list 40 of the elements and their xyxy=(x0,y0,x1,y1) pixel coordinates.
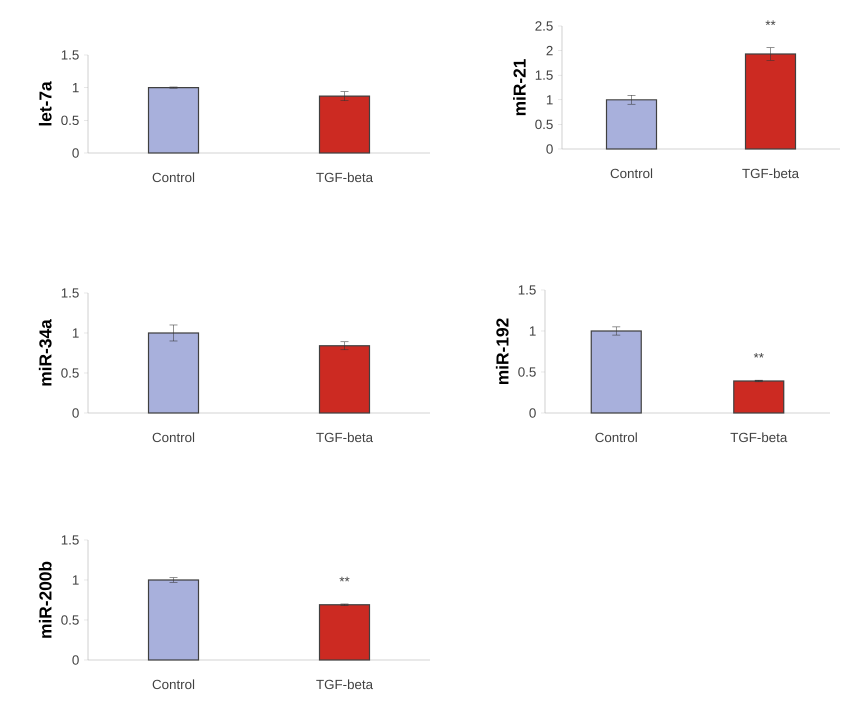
x-tick-label: Control xyxy=(595,432,637,442)
y-tick-label: 0.5 xyxy=(61,368,79,378)
y-tick-label: 1 xyxy=(546,95,553,104)
y-axis-title: miR-192 xyxy=(496,318,509,384)
x-tick-label: TGF-beta xyxy=(730,432,788,442)
y-tick-label: 1.5 xyxy=(62,50,79,60)
y-tick-label: 1 xyxy=(530,326,536,336)
y-tick-label: 0.5 xyxy=(535,120,553,130)
y-tick-label: 0 xyxy=(529,408,536,418)
annotation: ** xyxy=(754,352,764,358)
x-tick-label: TGF-beta xyxy=(316,172,374,182)
text: ** xyxy=(766,20,776,26)
x-tick-label: Control xyxy=(152,679,194,690)
y-tick-label: 1.5 xyxy=(62,288,79,298)
y-tick-label: 0 xyxy=(72,148,79,158)
y-tick-label: 0.5 xyxy=(518,367,536,377)
x-tick-label: Control xyxy=(152,172,194,182)
y-axis-title: let-7a xyxy=(38,81,52,126)
annotation: ** xyxy=(340,576,350,582)
y-tick-label: 2 xyxy=(546,46,553,56)
y-tick-label: 1.5 xyxy=(518,285,536,295)
y-tick-label: 1 xyxy=(72,575,79,585)
y-axis-title: miR-34a xyxy=(38,319,52,386)
x-tick-label: TGF-beta xyxy=(742,168,800,178)
x-tick-label: TGF-beta xyxy=(316,679,374,690)
x-tick-label: TGF-beta xyxy=(316,432,374,442)
y-axis-title: miR-21 xyxy=(513,59,526,116)
y-tick-label: 0.5 xyxy=(61,116,79,126)
y-tick-label: 0 xyxy=(72,408,79,418)
y-tick-label: 0.5 xyxy=(61,615,79,625)
x-tick-label: Control xyxy=(152,432,194,442)
y-tick-label: 0 xyxy=(546,144,553,154)
y-tick-label: 2.5 xyxy=(535,21,553,31)
y-tick-label: 1 xyxy=(72,328,79,338)
y-tick-label: 1.5 xyxy=(536,70,553,80)
y-axis-title: miR-200b xyxy=(38,562,52,638)
y-tick-label: 1.5 xyxy=(62,535,79,545)
x-tick-label: Control xyxy=(610,168,652,178)
y-tick-label: 1 xyxy=(72,83,79,92)
y-tick-label: 0 xyxy=(72,655,79,665)
